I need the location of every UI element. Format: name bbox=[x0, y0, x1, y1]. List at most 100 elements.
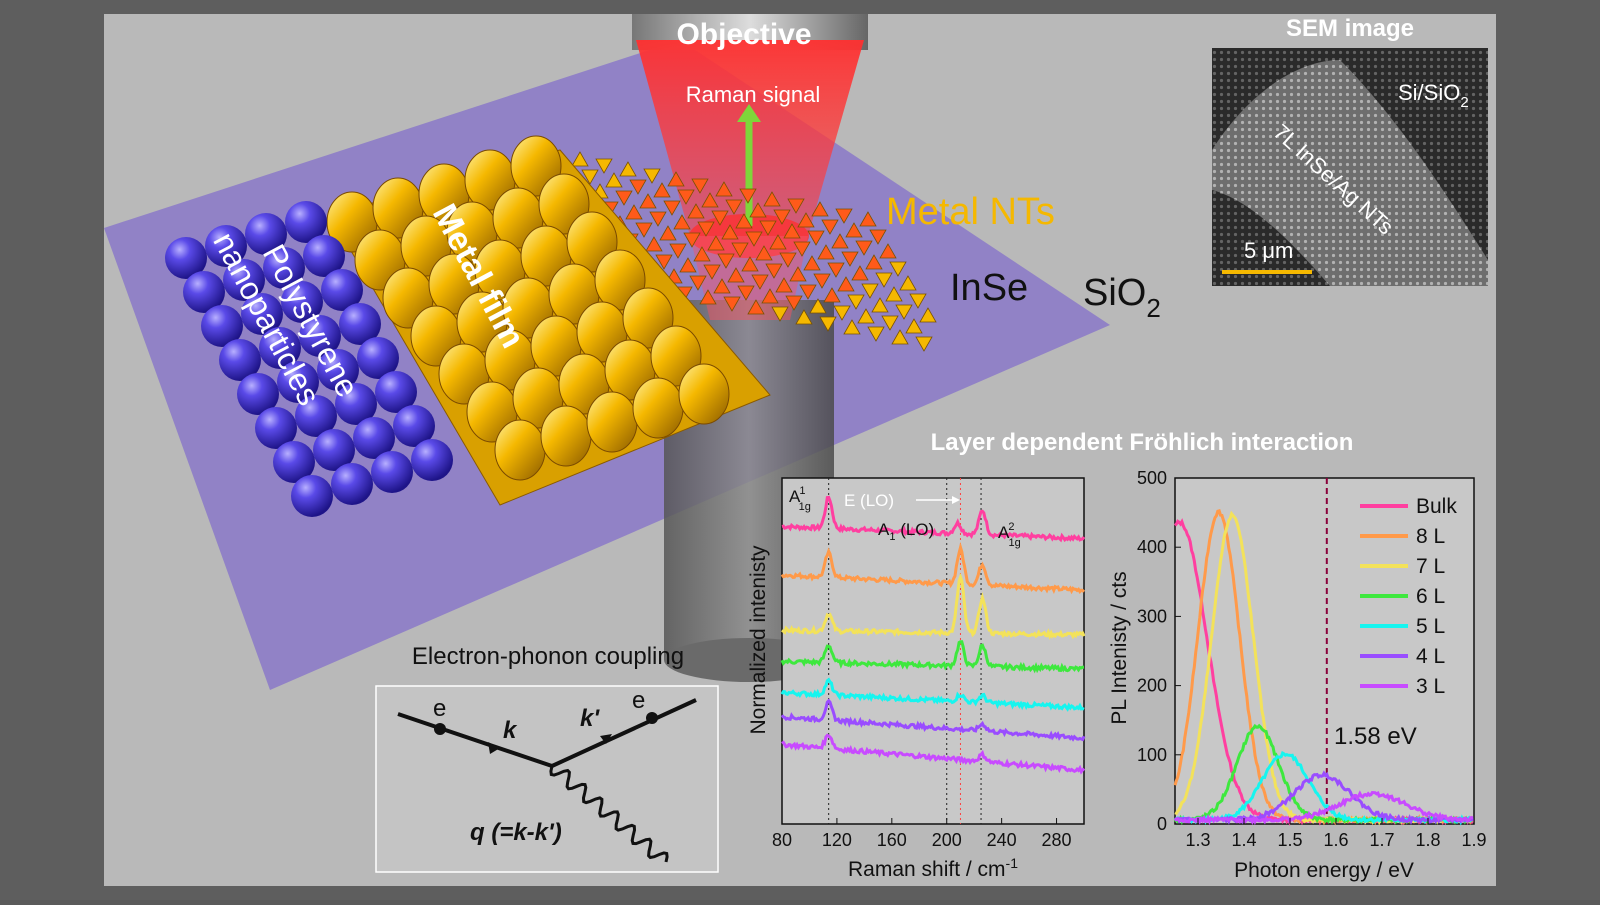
nanotriangle bbox=[751, 274, 769, 290]
nanotriangle bbox=[919, 307, 937, 323]
nanotriangle bbox=[785, 295, 803, 311]
polystyrene-sphere bbox=[371, 451, 413, 493]
raman-series-line bbox=[780, 677, 1085, 712]
raman-ylabel: Normalized intenisty bbox=[747, 545, 770, 735]
nanotriangle bbox=[851, 265, 869, 281]
polystyrene-sphere bbox=[295, 395, 337, 437]
nanotriangle bbox=[799, 284, 817, 300]
nanotriangle bbox=[619, 161, 637, 177]
polystyrene-sphere bbox=[255, 407, 297, 449]
raman-arrow-head bbox=[737, 104, 761, 122]
kprime-arrowhead bbox=[600, 734, 612, 744]
polystyrene-sphere bbox=[303, 235, 345, 277]
nanotriangle bbox=[855, 240, 873, 256]
raman-tick-label: 280 bbox=[1042, 830, 1072, 850]
metal-dome bbox=[678, 363, 730, 425]
nanotriangle bbox=[723, 296, 741, 312]
polystyrene-sphere bbox=[205, 225, 247, 267]
coupling-title: Electron-phonon coupling bbox=[412, 643, 684, 670]
pl-series bbox=[1173, 508, 1475, 826]
nanotriangle bbox=[703, 264, 721, 280]
nanotriangle bbox=[891, 329, 909, 345]
pl-x-tick-label: 1.5 bbox=[1277, 830, 1302, 850]
nanotriangle bbox=[871, 297, 889, 313]
metal-dome bbox=[540, 405, 592, 467]
nanotriangle bbox=[677, 189, 695, 205]
nanotriangle bbox=[763, 191, 781, 207]
raman-elo-arrow-head bbox=[952, 496, 960, 504]
metal-dome bbox=[586, 391, 638, 453]
nanotriangle bbox=[595, 158, 613, 174]
nanotriangle bbox=[841, 251, 859, 267]
nanotriangle bbox=[867, 326, 885, 342]
polystyrene-sphere bbox=[245, 213, 287, 255]
nanotriangle bbox=[827, 262, 845, 278]
nanotriangle bbox=[691, 178, 709, 194]
sem-title: SEM image bbox=[1286, 15, 1414, 42]
outgoing-electron-line bbox=[551, 698, 697, 768]
pl-y-tick-label: 300 bbox=[1137, 606, 1167, 626]
polystyrene-sphere bbox=[219, 339, 261, 381]
metal-nts-label: Metal NTs bbox=[886, 191, 1055, 233]
nanotriangle bbox=[701, 192, 719, 208]
nanotriangle bbox=[717, 253, 735, 269]
pl-x-tick-label: 1.9 bbox=[1461, 830, 1486, 850]
raman-tick-label: 120 bbox=[822, 830, 852, 850]
inse-label: InSe bbox=[950, 267, 1028, 309]
pl-legend-label: 8 L bbox=[1416, 525, 1445, 548]
raman-peak-elo: E (LO) bbox=[844, 491, 894, 510]
nanotriangle bbox=[727, 267, 745, 283]
polystyrene-sphere bbox=[299, 315, 341, 357]
nanotriangle bbox=[667, 171, 685, 187]
polystyrene-sphere bbox=[183, 271, 225, 313]
nanotriangle bbox=[725, 199, 743, 215]
pl-y-tick-label: 500 bbox=[1137, 468, 1167, 488]
feyn-k-label: k bbox=[503, 717, 518, 744]
nanotriangle bbox=[915, 336, 933, 352]
polystyrene-sphere bbox=[339, 303, 381, 345]
nanotriangle bbox=[693, 246, 711, 262]
pl-x-tick-label: 1.6 bbox=[1323, 830, 1348, 850]
nanotriangle bbox=[909, 293, 927, 309]
nanotriangle bbox=[885, 286, 903, 302]
nanotriangle bbox=[845, 222, 863, 238]
nanotriangle bbox=[673, 214, 691, 230]
polystyrene-sphere bbox=[393, 405, 435, 447]
polystyrene-sphere bbox=[375, 371, 417, 413]
nanotriangle bbox=[797, 212, 815, 228]
pl-y-tick-label: 200 bbox=[1137, 676, 1167, 696]
nanotriangle bbox=[817, 244, 835, 260]
raman-x-ticks: 80 120 160 200 240 280 bbox=[772, 818, 1072, 850]
incoming-electron-line bbox=[397, 712, 553, 768]
nanotriangle bbox=[643, 168, 661, 184]
pl-legend: Bulk 8 L 7 L 6 L 5 L 4 L 3 L bbox=[1360, 495, 1457, 698]
nanotriangle bbox=[707, 235, 725, 251]
nanotriangle bbox=[789, 266, 807, 282]
nanotriangle bbox=[731, 242, 749, 258]
nanotriangle bbox=[861, 283, 879, 299]
nanotriangle bbox=[735, 213, 753, 229]
nanotriangle bbox=[669, 243, 687, 259]
nanotriangle bbox=[699, 289, 717, 305]
section-title: Layer dependent Fröhlich interaction bbox=[931, 429, 1354, 456]
polystyrene-nanoparticles bbox=[165, 201, 453, 517]
polystyrene-sphere bbox=[285, 201, 327, 243]
nanotriangle bbox=[811, 201, 829, 217]
nanotriangle bbox=[771, 306, 789, 322]
nanotriangle bbox=[639, 193, 657, 209]
pl-legend-label: 7 L bbox=[1416, 555, 1445, 578]
raman-series-line bbox=[780, 640, 1085, 674]
polystyrene-sphere bbox=[259, 327, 301, 369]
raman-series bbox=[780, 495, 1086, 775]
laser-beam-lower bbox=[690, 236, 808, 320]
polystyrene-sphere bbox=[263, 247, 305, 289]
pl-legend-label: Bulk bbox=[1416, 495, 1457, 518]
raman-series-line bbox=[781, 572, 1086, 640]
metal-dome bbox=[494, 419, 546, 481]
nanotriangle bbox=[869, 229, 887, 245]
raman-tick-label: 80 bbox=[772, 830, 792, 850]
nanotriangle bbox=[803, 255, 821, 271]
pl-x-tick-label: 1.8 bbox=[1415, 830, 1440, 850]
pl-legend-label: 6 L bbox=[1416, 585, 1445, 608]
raman-tick-label: 240 bbox=[987, 830, 1017, 850]
